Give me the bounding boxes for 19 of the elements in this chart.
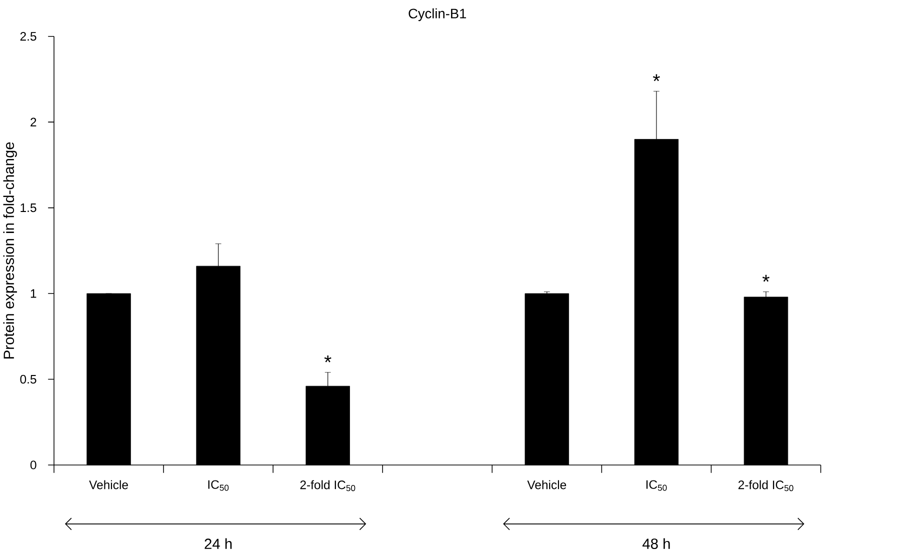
x-tick-label: IC$_{50}$ [208, 480, 229, 491]
y-tick-label: 2.5 [20, 32, 36, 41]
text: 48 h [642, 538, 670, 549]
x-tick-label: 2-fold IC$_{50}$ [300, 480, 356, 491]
text: 24 h [204, 538, 232, 549]
data-label: * [762, 274, 770, 282]
y-axis-title: Protein expression in fold-change [3, 142, 17, 358]
y-tick-label: 0.5 [20, 374, 36, 384]
y-tick-label: 0 [30, 460, 36, 470]
y-tick-label: 1 [30, 289, 36, 298]
y-tick-label: 1.5 [20, 203, 36, 212]
y-tick-label: 2 [30, 118, 36, 126]
chart-title: Cyclin-B1 [408, 8, 466, 21]
x-tick-label: IC$_{50}$ [646, 480, 667, 491]
x-tick-label: Vehicle [89, 480, 128, 490]
x-tick-label: Vehicle [527, 480, 566, 490]
data-label: * [324, 355, 332, 362]
x-tick-label: 2-fold IC$_{50}$ [738, 480, 794, 491]
data-label: * [652, 74, 660, 81]
